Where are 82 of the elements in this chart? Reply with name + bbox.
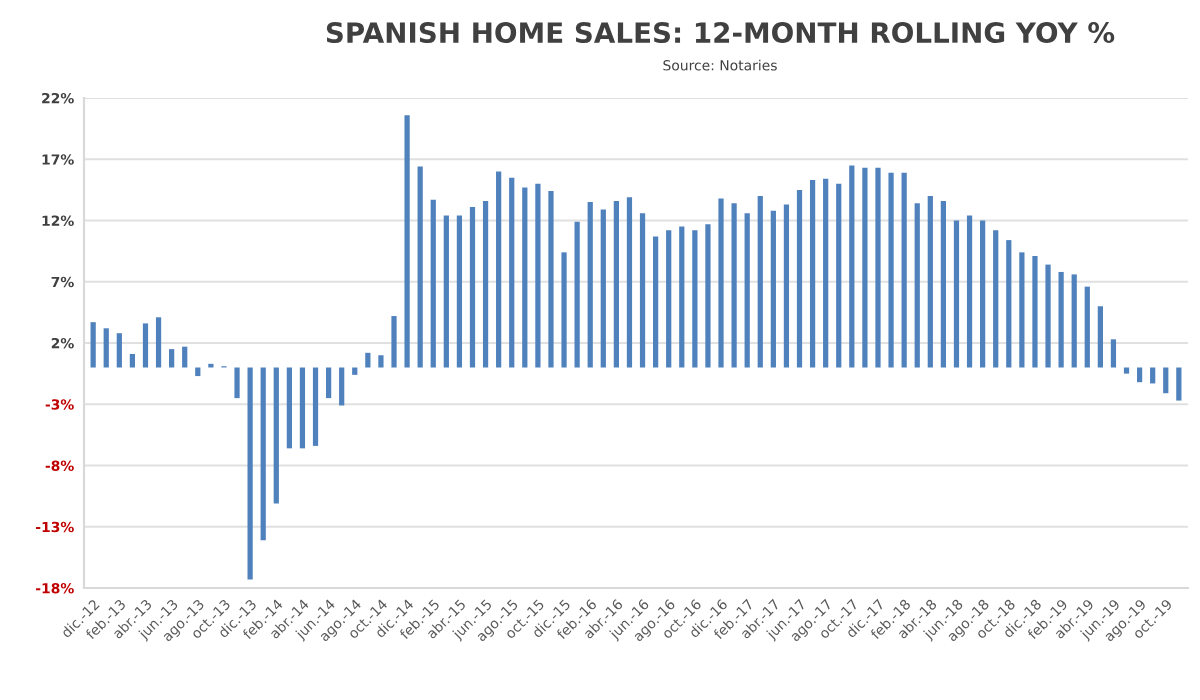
- bar: [247, 367, 253, 580]
- bar: [1123, 367, 1130, 374]
- bar: [966, 215, 973, 368]
- bar: [953, 220, 960, 368]
- bar: [325, 367, 332, 399]
- bar: [875, 167, 881, 368]
- bar: [535, 183, 541, 368]
- bar: [339, 367, 345, 406]
- bar: [391, 316, 397, 368]
- bar: [482, 200, 489, 368]
- bar: [796, 189, 803, 368]
- bar: [1110, 339, 1117, 368]
- bar: [169, 349, 175, 368]
- bar: [1084, 286, 1090, 368]
- bar: [116, 333, 122, 368]
- bar: [849, 165, 855, 368]
- bar: [90, 322, 96, 368]
- bar: [273, 367, 279, 504]
- bar: [888, 172, 894, 368]
- bar: [574, 221, 580, 368]
- bar: [836, 183, 842, 368]
- bar: [312, 367, 319, 446]
- bar: [1045, 264, 1051, 368]
- bar: [456, 215, 463, 368]
- bar: [182, 346, 188, 368]
- bar: [744, 213, 750, 368]
- bar: [1071, 274, 1077, 368]
- bar: [993, 230, 999, 368]
- bar: [404, 115, 410, 368]
- bar: [862, 167, 868, 368]
- bar: [587, 202, 593, 368]
- bar: [770, 210, 776, 368]
- bar: [509, 177, 515, 368]
- bar: [626, 197, 633, 368]
- bar: [365, 352, 371, 368]
- bar: [653, 236, 659, 368]
- bar: [142, 323, 149, 368]
- bar: [430, 199, 436, 368]
- bar: [757, 196, 763, 368]
- bar: [1006, 240, 1012, 368]
- bar: [823, 178, 829, 368]
- bar: [940, 200, 947, 368]
- bar: [639, 213, 646, 368]
- bar: [103, 328, 109, 368]
- bar: [417, 166, 423, 368]
- chart-title: SPANISH HOME SALES: 12-MONTH ROLLING YOY %: [326, 22, 1115, 44]
- bar: [1150, 367, 1156, 384]
- bar: [613, 200, 619, 368]
- bar: [901, 172, 907, 368]
- bar: [1163, 367, 1169, 394]
- bar: [443, 215, 449, 368]
- bar: [692, 230, 698, 368]
- bar: [286, 367, 292, 449]
- bar: [809, 180, 816, 368]
- bar: [234, 367, 240, 399]
- bar: [705, 224, 711, 368]
- bar: [522, 187, 528, 368]
- bar: [914, 203, 920, 368]
- bar: [548, 191, 554, 368]
- bar: [1019, 252, 1025, 368]
- bar: [299, 367, 306, 449]
- bar: [731, 203, 737, 368]
- bar: [679, 226, 685, 368]
- bar: [1136, 367, 1143, 383]
- bar: [783, 204, 790, 368]
- bar: [352, 367, 358, 375]
- bar: [980, 220, 986, 368]
- bar: [666, 230, 672, 368]
- bar: [129, 354, 136, 368]
- bar: [927, 196, 933, 368]
- bar: [1176, 367, 1182, 401]
- bar: [600, 209, 606, 368]
- bar: [155, 317, 162, 368]
- bar: [561, 252, 567, 368]
- bar: [1032, 256, 1038, 368]
- bar: [496, 171, 502, 368]
- bar: [469, 207, 476, 368]
- bar: [260, 367, 266, 541]
- bar: [718, 198, 724, 368]
- bar: [1058, 271, 1064, 368]
- bar: [1097, 306, 1103, 368]
- bar: [378, 355, 384, 368]
